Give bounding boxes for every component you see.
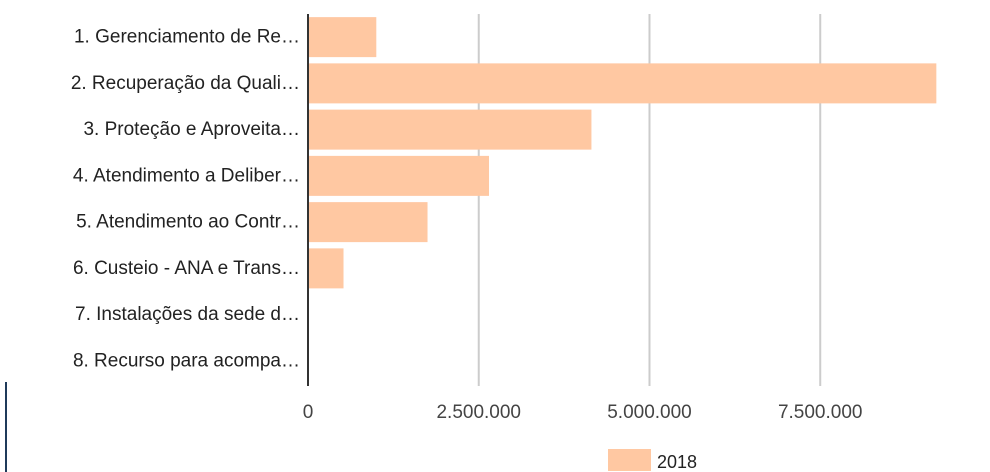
x-tick-label-3: 7.500.000 <box>778 402 863 423</box>
legend-label-2018: 2018 <box>657 452 697 472</box>
category-label-3: 3. Proteção e Aproveita… <box>83 119 300 140</box>
category-label-7: 7. Instalações da sede d… <box>75 304 300 325</box>
category-label-4: 4. Atendimento a Deliber… <box>73 165 300 186</box>
bars <box>308 17 937 289</box>
category-label-8: 8. Recurso para acompa… <box>73 350 300 371</box>
category-label-5: 5. Atendimento ao Contr… <box>76 212 300 233</box>
category-label-1: 1. Gerenciamento de Re… <box>74 27 300 48</box>
x-tick-label-2: 5.000.000 <box>607 402 692 423</box>
category-labels: 1. Gerenciamento de Re… 2. Recuperação da… <box>71 27 300 372</box>
legend-swatch <box>608 449 651 471</box>
category-label-6: 6. Custeio - ANA e Trans… <box>73 258 300 279</box>
x-tick-label-0: 0 <box>303 402 314 423</box>
category-label-2: 2. Recuperação da Quali… <box>71 73 300 94</box>
x-tick-label-1: 2.500.000 <box>436 402 521 423</box>
x-tick-labels: 0 2.500.000 5.000.000 7.500.000 <box>303 402 863 423</box>
bar-5[interactable] <box>308 202 428 243</box>
bar-4[interactable] <box>308 155 489 196</box>
bar-1[interactable] <box>308 17 377 58</box>
bar-6[interactable] <box>308 248 344 289</box>
legend[interactable]: 2018 <box>608 449 697 472</box>
bar-3[interactable] <box>308 109 592 150</box>
bar-2[interactable] <box>308 63 937 104</box>
